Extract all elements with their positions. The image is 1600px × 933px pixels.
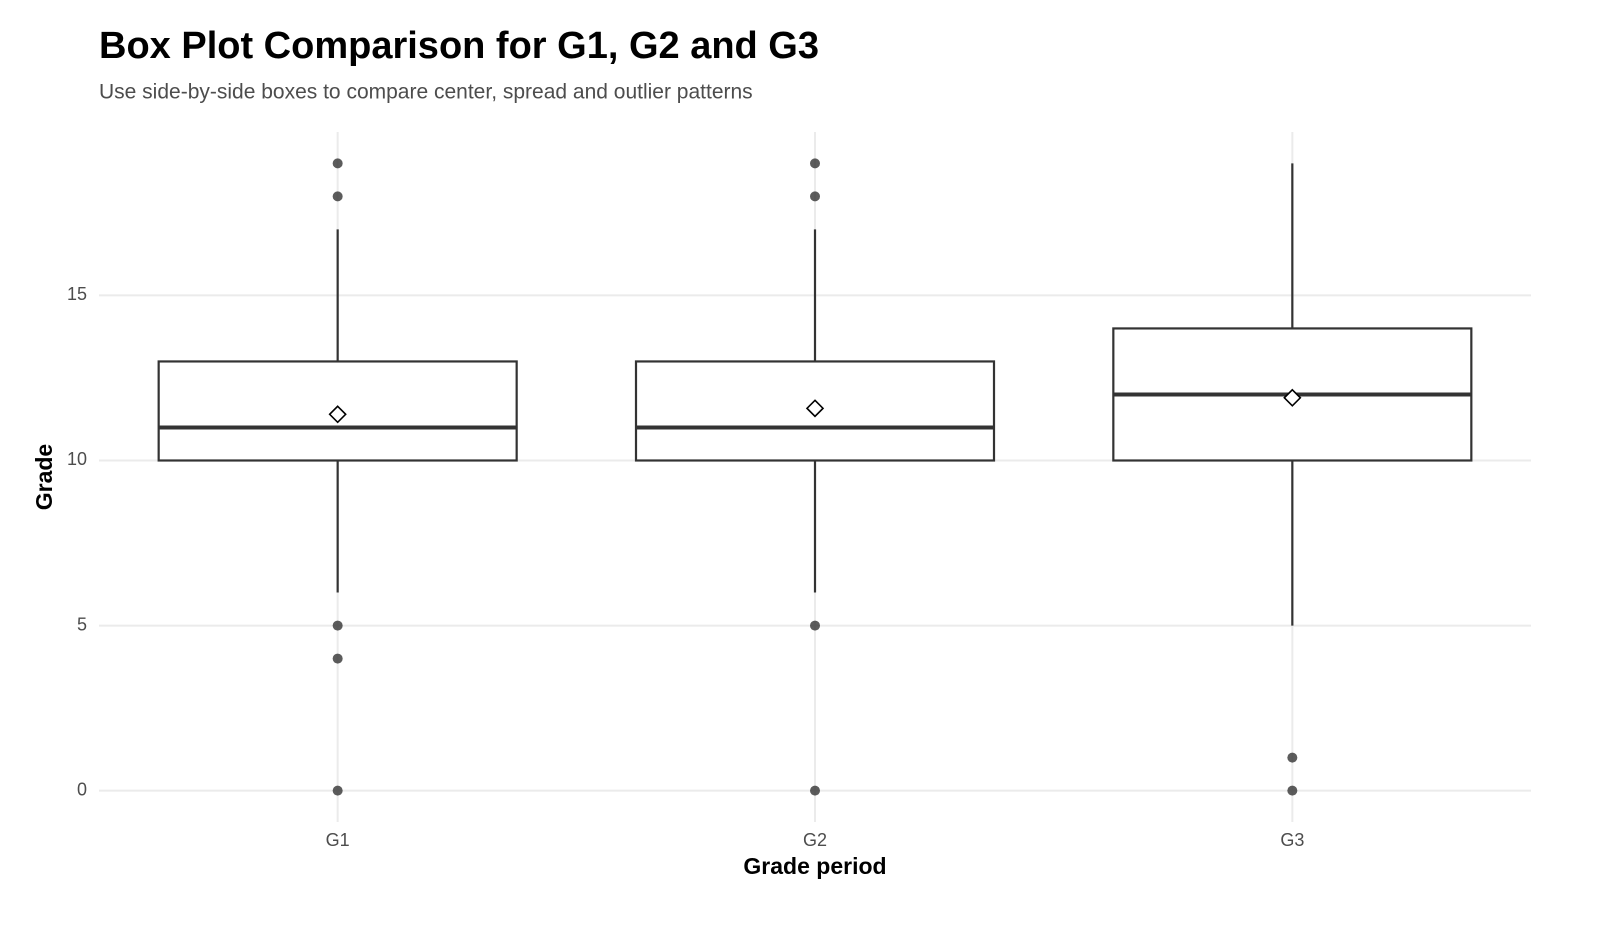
outlier xyxy=(332,191,343,202)
outlier xyxy=(810,191,820,202)
outlier xyxy=(332,620,343,631)
y-tick-label: 5 xyxy=(77,614,87,634)
mean-marker xyxy=(328,405,347,424)
chart-title: Box Plot Comparison for G1, G2 and G3 xyxy=(99,25,819,67)
outlier xyxy=(332,653,343,664)
mean-marker xyxy=(805,399,825,418)
outlier xyxy=(810,620,820,631)
x-tick-label: G3 xyxy=(1280,830,1304,850)
outlier xyxy=(1287,785,1298,796)
outlier xyxy=(810,158,820,169)
x-axis-label: Grade period xyxy=(743,853,886,879)
y-axis-label: Grade xyxy=(31,444,57,510)
x-tick-label: G2 xyxy=(803,830,827,850)
y-tick-label: 15 xyxy=(67,284,87,304)
mean-marker xyxy=(1283,388,1302,407)
box xyxy=(157,360,518,462)
y-tick-label: 10 xyxy=(67,449,87,469)
y-tick-label: 0 xyxy=(77,779,87,799)
outlier xyxy=(810,785,820,796)
outlier xyxy=(332,785,343,796)
outlier xyxy=(332,158,343,169)
outlier xyxy=(1287,752,1298,763)
x-tick-label: G1 xyxy=(326,830,350,850)
chart-subtitle: Use side-by-side boxes to compare center… xyxy=(99,81,753,104)
